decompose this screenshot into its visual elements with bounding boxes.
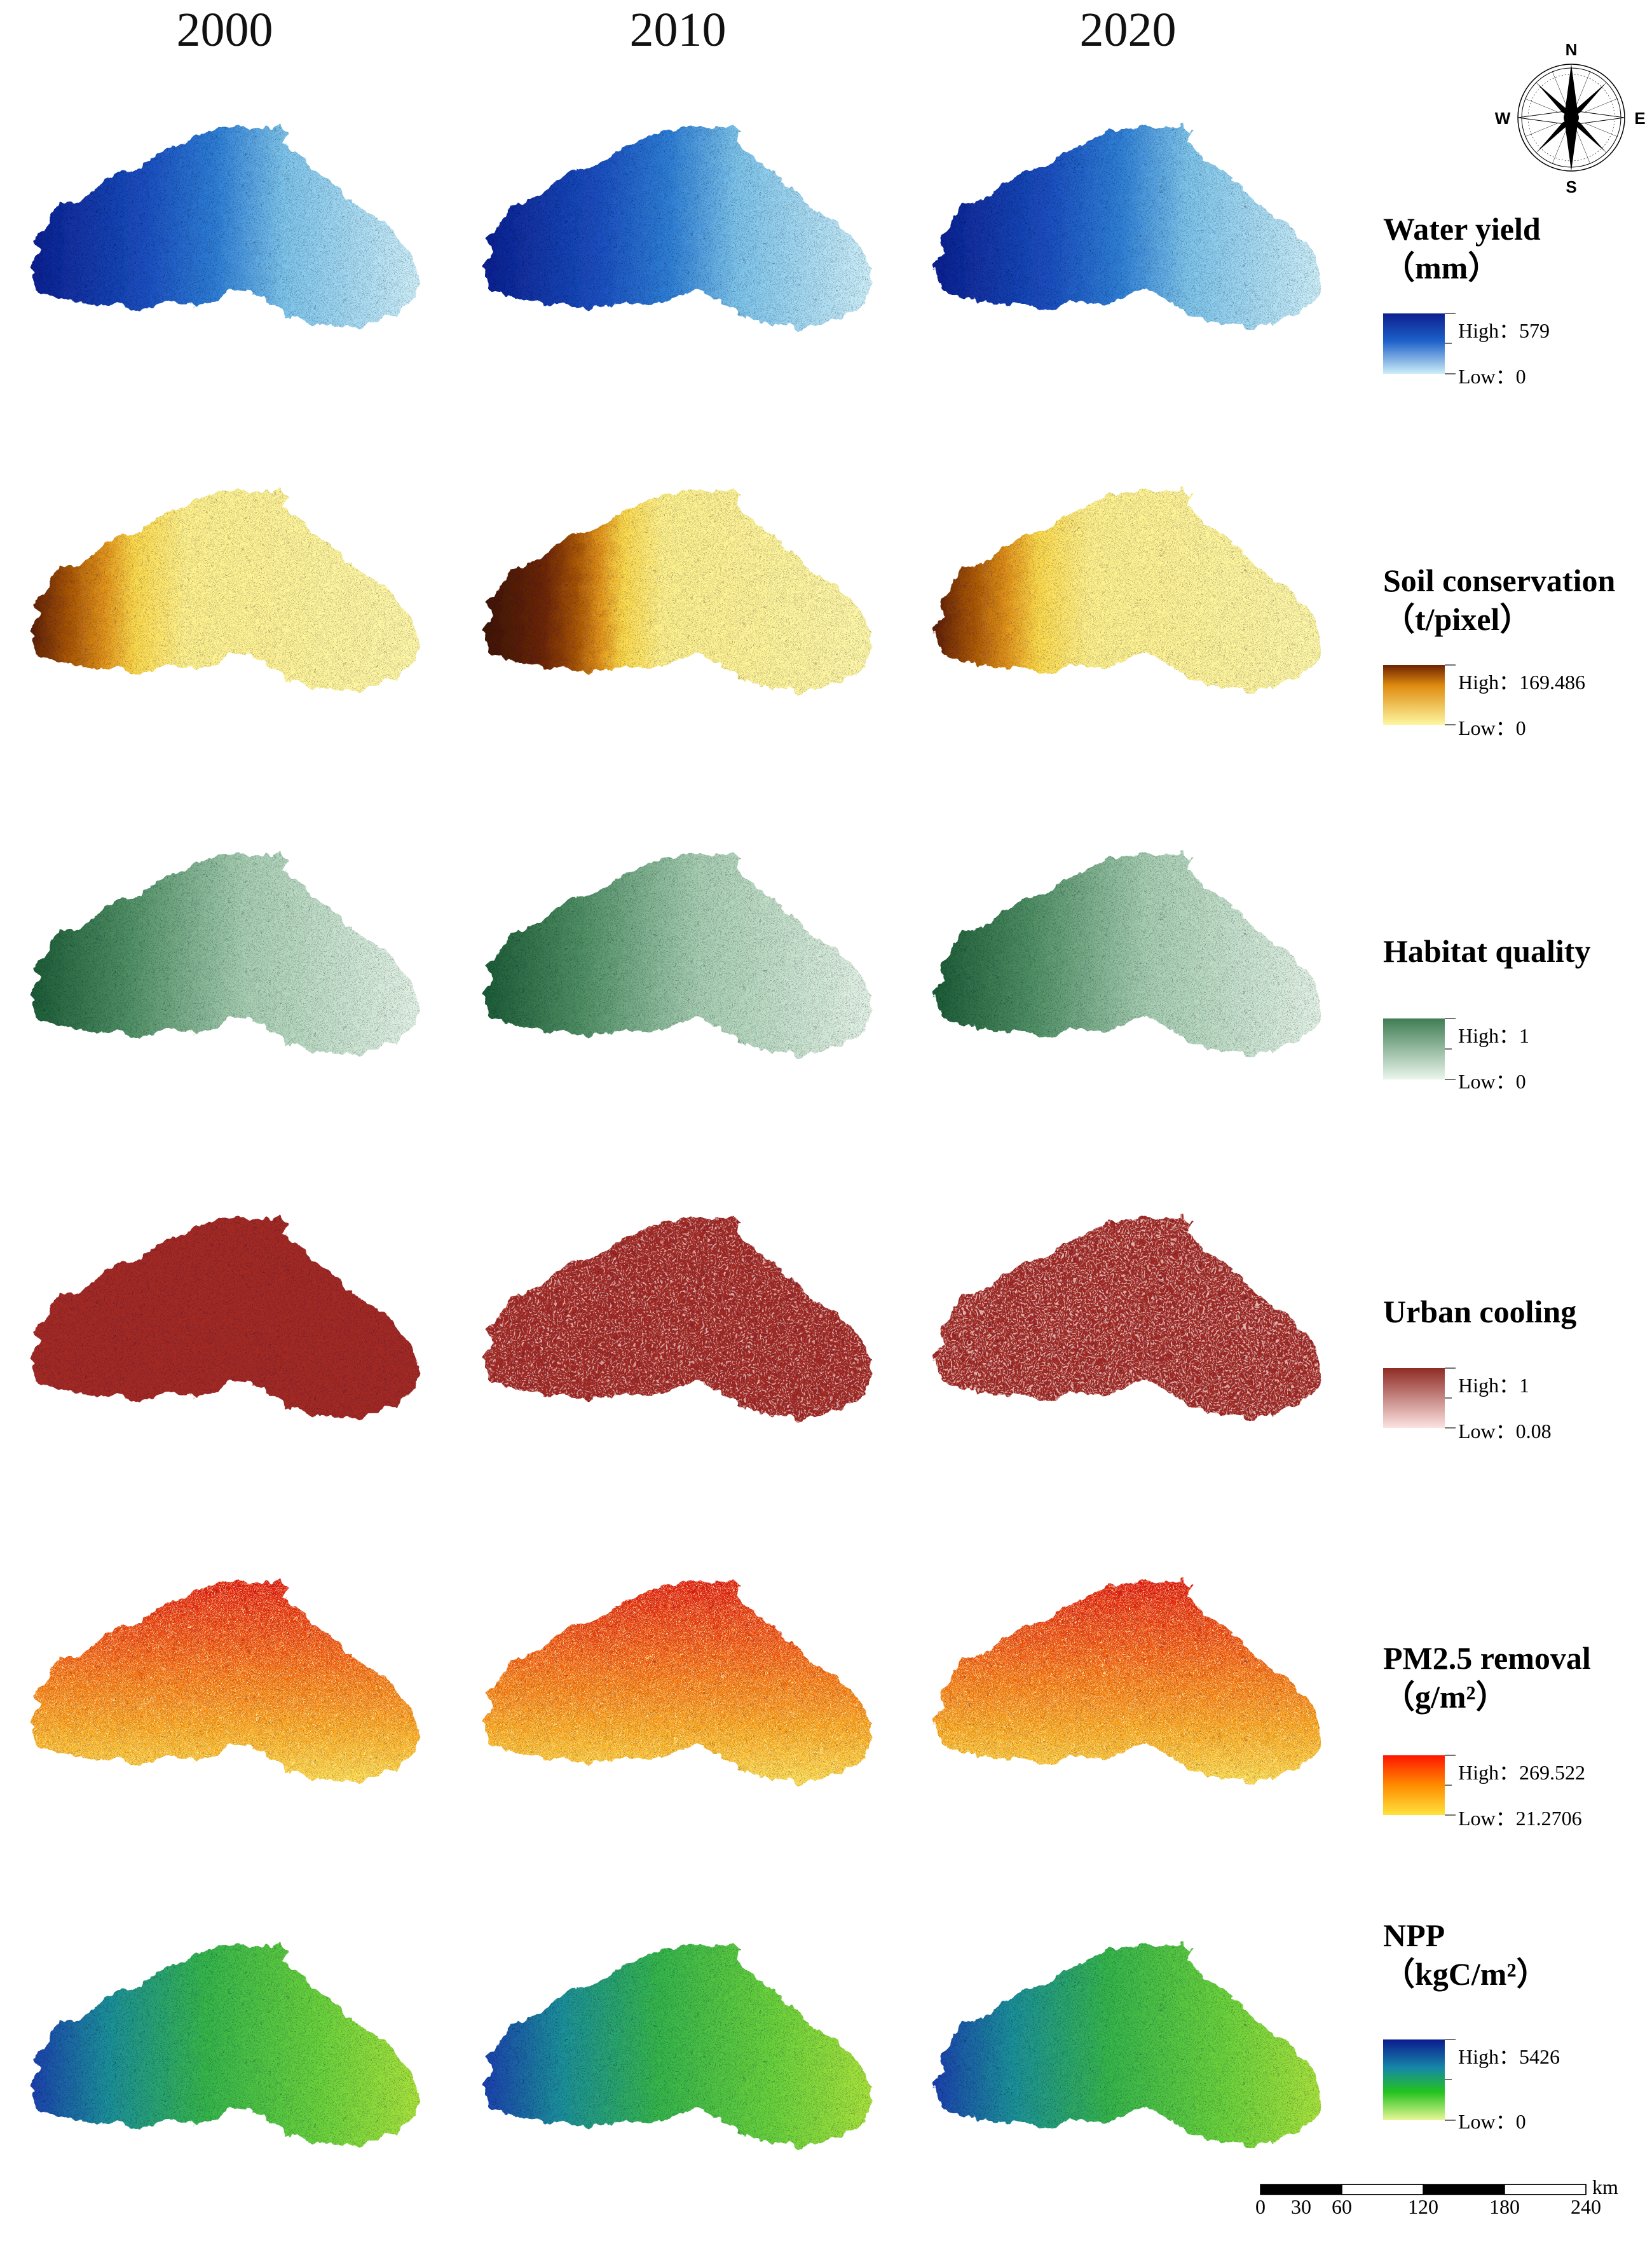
svg-text:0: 0 [1255,2195,1266,2218]
svg-text:S: S [1566,177,1576,196]
svg-text:120: 120 [1408,2195,1438,2218]
svg-text:30: 30 [1291,2195,1311,2218]
svg-text:W: W [1495,109,1511,128]
svg-text:N: N [1566,40,1578,59]
svg-text:E: E [1634,109,1645,128]
svg-text:240: 240 [1571,2195,1601,2218]
svg-text:60: 60 [1332,2195,1352,2218]
svg-text:180: 180 [1489,2195,1520,2218]
